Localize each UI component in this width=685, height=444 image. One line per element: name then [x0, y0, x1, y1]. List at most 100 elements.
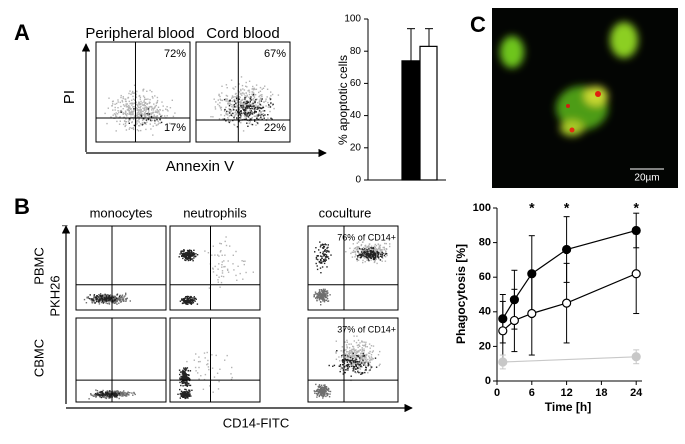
event-dot: [187, 258, 189, 260]
panel-label: A: [14, 20, 30, 45]
event-dot: [242, 88, 244, 90]
event-dot: [218, 276, 220, 278]
event-dot: [148, 102, 150, 105]
event-dot: [228, 115, 230, 117]
event-dot: [117, 99, 119, 101]
event-dot: [143, 112, 146, 115]
point: [561, 298, 572, 308]
bar: [419, 45, 438, 181]
event-dot: [364, 343, 367, 345]
event-dot: [126, 115, 128, 117]
event-dot: [115, 390, 117, 393]
event-dot: [255, 84, 258, 86]
event-dot: [151, 107, 153, 109]
event-dot: [242, 130, 245, 132]
event-dot: [247, 112, 249, 115]
event-dot: [322, 247, 324, 249]
event-dot: [343, 349, 346, 352]
event-dot: [377, 254, 379, 256]
event-dot: [83, 298, 86, 301]
event-dot: [233, 100, 236, 102]
event-dot: [182, 257, 184, 260]
event-dot: [324, 258, 326, 260]
event-dot: [101, 391, 103, 393]
event-dot: [116, 113, 119, 115]
event-dot: [227, 101, 229, 103]
event-dot: [257, 107, 259, 110]
event-dot: [253, 87, 255, 89]
event-dot: [368, 369, 370, 372]
event-dot: [230, 110, 232, 113]
event-dot: [183, 377, 185, 379]
event-dot: [358, 361, 360, 363]
event-dot: [192, 252, 194, 254]
event-dot: [189, 391, 191, 393]
event-dot: [351, 351, 354, 353]
event-dot: [374, 259, 376, 261]
event-dot: [327, 244, 329, 246]
event-dot: [186, 381, 188, 383]
event-dot: [366, 252, 368, 255]
event-dot: [371, 247, 373, 249]
event-dot: [124, 98, 126, 100]
event-dot: [187, 397, 189, 399]
event-dot: [367, 258, 370, 260]
event-dot: [144, 102, 146, 105]
event-dot: [135, 107, 138, 109]
event-dot: [151, 95, 154, 98]
event-dot: [384, 253, 387, 255]
event-dot: [368, 355, 370, 357]
event-dot: [116, 297, 118, 300]
event-dot: [358, 371, 360, 374]
event-dot: [359, 359, 361, 361]
event-dot: [370, 245, 373, 247]
event-dot: [315, 262, 317, 265]
event-dot: [97, 296, 100, 298]
event-dot: [260, 94, 262, 96]
event-dot: [315, 297, 317, 299]
event-dot: [246, 105, 248, 107]
event-dot: [350, 375, 352, 377]
event-dot: [355, 352, 357, 354]
event-dot: [363, 353, 366, 356]
event-dot: [325, 290, 328, 292]
event-dot: [187, 300, 190, 303]
event-dot: [144, 115, 146, 118]
event-dot: [326, 247, 328, 249]
event-dot: [259, 107, 262, 109]
event-dot: [248, 80, 251, 82]
event-dot: [241, 113, 243, 116]
event-dot: [268, 104, 270, 106]
event-dot: [186, 385, 188, 387]
event-dot: [348, 343, 350, 345]
event-dot: [362, 261, 364, 264]
event-dot: [244, 109, 247, 111]
event-dot: [91, 394, 93, 396]
event-dot: [240, 76, 243, 78]
event-dot: [362, 360, 365, 362]
event-dot: [99, 293, 102, 295]
event-dot: [344, 371, 346, 374]
event-dot: [184, 388, 186, 391]
event-dot: [122, 112, 125, 114]
event-dot: [266, 96, 268, 98]
event-dot: [184, 369, 187, 371]
plot-border: [75, 225, 167, 311]
event-dot: [323, 299, 325, 301]
event-dot: [190, 258, 193, 260]
event-dot: [370, 356, 373, 358]
event-dot: [105, 302, 107, 304]
event-dot: [186, 396, 188, 398]
event-dot: [193, 299, 195, 302]
event-dot: [320, 289, 322, 291]
event-dot: [187, 249, 190, 252]
event-dot: [180, 252, 183, 254]
axis-label: Annexin V: [166, 158, 234, 175]
event-dot: [224, 359, 226, 361]
event-dot: [346, 354, 348, 356]
event-dot: [193, 296, 195, 298]
event-dot: [103, 298, 105, 300]
event-dot: [315, 293, 317, 295]
event-dot: [190, 300, 192, 303]
event-dot: [139, 96, 142, 98]
